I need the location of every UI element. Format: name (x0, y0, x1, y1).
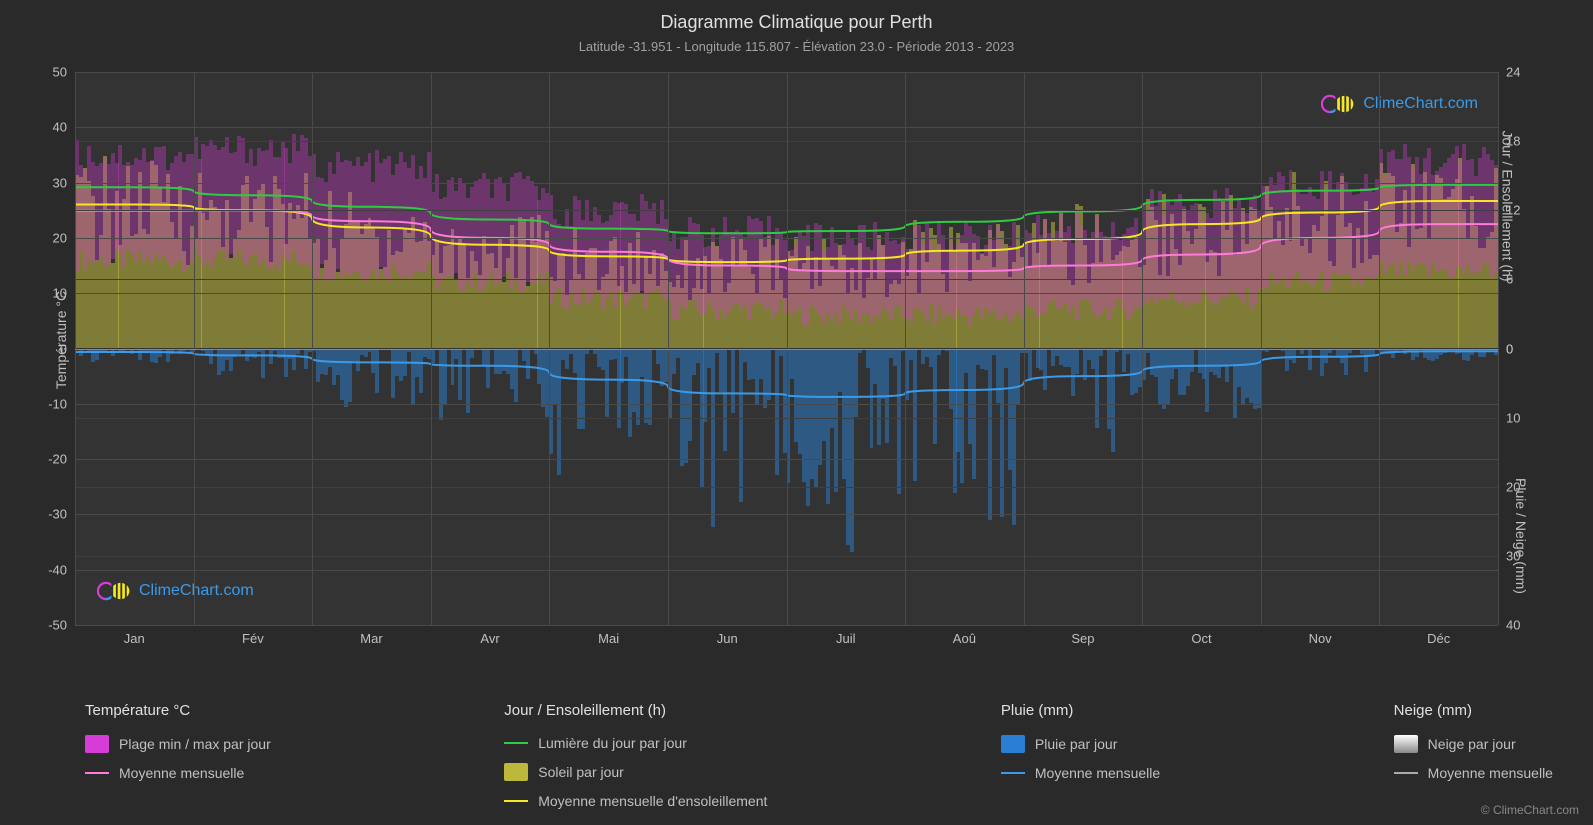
legend-item-snow-mean: Moyenne mensuelle (1394, 765, 1553, 781)
legend-header-sun: Jour / Ensoleillement (h) (504, 702, 767, 719)
y-tick-left: -30 (48, 507, 75, 522)
legend-header-rain: Pluie (mm) (1001, 702, 1160, 719)
x-tick-month: Juil (836, 625, 856, 646)
y-tick-right: 0 (1498, 341, 1513, 356)
swatch-icon (85, 735, 109, 753)
x-tick-month: Jun (717, 625, 738, 646)
x-tick-month: Mar (360, 625, 382, 646)
y-tick-left: 30 (53, 175, 75, 190)
y-axis-right-top-label: Jour / Ensoleillement (h) (1500, 131, 1516, 282)
watermark-top: ClimeChart.com (1321, 92, 1478, 116)
legend-item-temp-range: Plage min / max par jour (85, 735, 271, 753)
legend: Température °C Plage min / max par jour … (85, 702, 1553, 809)
swatch-icon (1394, 735, 1418, 753)
legend-header-snow: Neige (mm) (1394, 702, 1553, 719)
line-icon (504, 742, 528, 744)
logo-icon (97, 579, 133, 603)
legend-item-sun-fill: Soleil par jour (504, 763, 767, 781)
legend-label: Plage min / max par jour (119, 736, 271, 752)
swatch-icon (1001, 735, 1025, 753)
x-tick-month: Oct (1191, 625, 1211, 646)
legend-label: Moyenne mensuelle (119, 765, 244, 781)
legend-label: Moyenne mensuelle d'ensoleillement (538, 793, 767, 809)
legend-item-temp-mean: Moyenne mensuelle (85, 765, 271, 781)
x-tick-month: Mai (598, 625, 619, 646)
legend-item-sun-mean: Moyenne mensuelle d'ensoleillement (504, 793, 767, 809)
legend-col-temp: Température °C Plage min / max par jour … (85, 702, 271, 809)
legend-item-rain-daily: Pluie par jour (1001, 735, 1160, 753)
copyright: © ClimeChart.com (1481, 803, 1579, 817)
y-axis-right-bottom-label: Pluie / Neige (mm) (1513, 478, 1529, 594)
line-icon (85, 772, 109, 774)
watermark-text: ClimeChart.com (1363, 95, 1478, 113)
legend-header-temp: Température °C (85, 702, 271, 719)
legend-item-snow-daily: Neige par jour (1394, 735, 1553, 753)
swatch-icon (504, 763, 528, 781)
x-tick-month: Avr (480, 625, 499, 646)
y-tick-left: -40 (48, 562, 75, 577)
watermark-bottom: ClimeChart.com (97, 579, 254, 603)
y-axis-left-label: Température °C (53, 291, 69, 389)
x-tick-month: Sep (1071, 625, 1094, 646)
x-tick-month: Fév (242, 625, 264, 646)
logo-icon (1321, 92, 1357, 116)
y-tick-left: -10 (48, 396, 75, 411)
x-tick-month: Aoû (953, 625, 976, 646)
y-tick-left: 50 (53, 65, 75, 80)
legend-label: Neige par jour (1428, 736, 1516, 752)
y-tick-left: -20 (48, 452, 75, 467)
legend-label: Soleil par jour (538, 764, 624, 780)
legend-col-rain: Pluie (mm) Pluie par jour Moyenne mensue… (1001, 702, 1160, 809)
y-tick-left: 20 (53, 230, 75, 245)
y-tick-left: 40 (53, 120, 75, 135)
legend-label: Pluie par jour (1035, 736, 1118, 752)
chart-title: Diagramme Climatique pour Perth (0, 0, 1593, 33)
legend-col-sun: Jour / Ensoleillement (h) Lumière du jou… (504, 702, 767, 809)
climate-chart: Diagramme Climatique pour Perth Latitude… (0, 0, 1593, 825)
y-tick-right: 10 (1498, 410, 1520, 425)
legend-col-snow: Neige (mm) Neige par jour Moyenne mensue… (1394, 702, 1553, 809)
y-tick-right: 40 (1498, 618, 1520, 633)
x-tick-month: Jan (124, 625, 145, 646)
y-tick-right: 24 (1498, 65, 1520, 80)
legend-label: Moyenne mensuelle (1035, 765, 1160, 781)
legend-label: Lumière du jour par jour (538, 735, 687, 751)
plot-area: ClimeChart.com ClimeChart.com -50-40-30-… (75, 72, 1498, 625)
line-icon (504, 800, 528, 802)
y-tick-left: -50 (48, 618, 75, 633)
legend-label: Moyenne mensuelle (1428, 765, 1553, 781)
line-icon (1001, 772, 1025, 774)
legend-item-daylight: Lumière du jour par jour (504, 735, 767, 751)
chart-subtitle: Latitude -31.951 - Longitude 115.807 - É… (0, 33, 1593, 54)
watermark-text: ClimeChart.com (139, 582, 254, 600)
line-icon (1394, 772, 1418, 774)
x-tick-month: Nov (1309, 625, 1332, 646)
legend-item-rain-mean: Moyenne mensuelle (1001, 765, 1160, 781)
x-tick-month: Déc (1427, 625, 1450, 646)
